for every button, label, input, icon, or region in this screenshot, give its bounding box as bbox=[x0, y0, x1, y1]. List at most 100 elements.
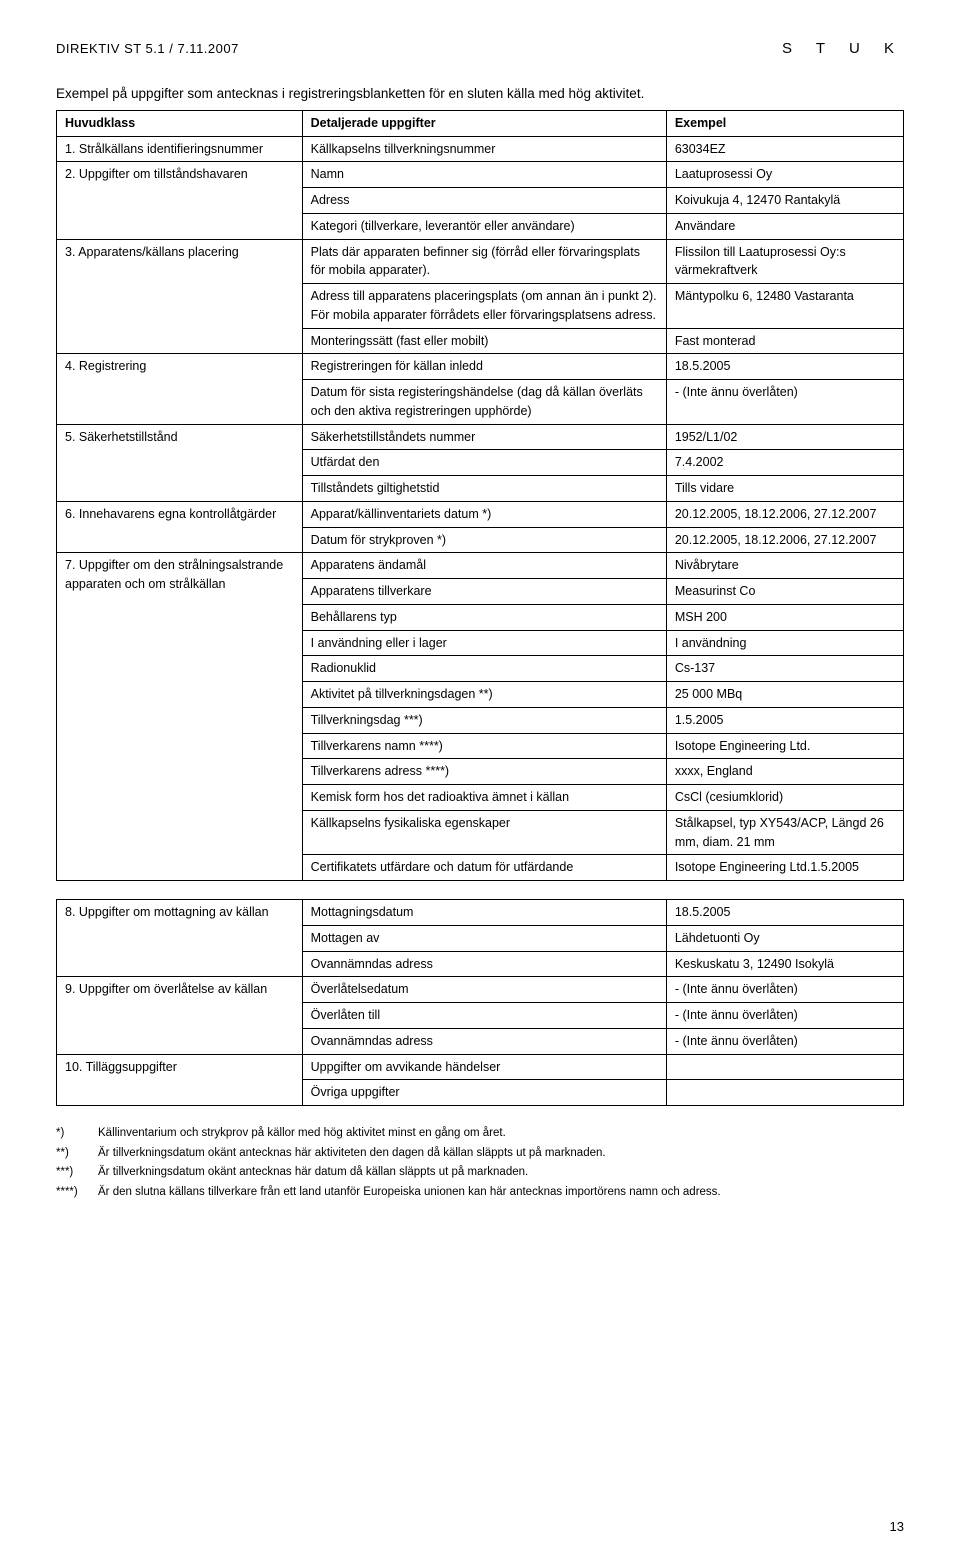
col-header-exempel: Exempel bbox=[666, 110, 903, 136]
cell-huvudklass: 6. Innehavarens egna kontrollåtgärder bbox=[57, 501, 303, 553]
table-row: 8. Uppgifter om mottagning av källanMott… bbox=[57, 900, 904, 926]
cell-exempel: Mäntypolku 6, 12480 Vastaranta bbox=[666, 284, 903, 329]
table-row: 1. Strålkällans identifieringsnummerKäll… bbox=[57, 136, 904, 162]
cell-detaljerade: Registreringen för källan inledd bbox=[302, 354, 666, 380]
cell-detaljerade: Kategori (tillverkare, leverantör eller … bbox=[302, 213, 666, 239]
table-row: 5. SäkerhetstillståndSäkerhetstillstånde… bbox=[57, 424, 904, 450]
intro-text: Exempel på uppgifter som antecknas i reg… bbox=[56, 85, 904, 104]
footnote-text: Är den slutna källans tillverkare från e… bbox=[98, 1183, 721, 1203]
cell-exempel: Cs-137 bbox=[666, 656, 903, 682]
col-header-detaljerade: Detaljerade uppgifter bbox=[302, 110, 666, 136]
cell-detaljerade: Apparat/källinventariets datum *) bbox=[302, 501, 666, 527]
footnote-mark: ***) bbox=[56, 1163, 84, 1183]
cell-exempel: - (Inte ännu överlåten) bbox=[666, 1003, 903, 1029]
cell-exempel: xxxx, England bbox=[666, 759, 903, 785]
cell-detaljerade: Apparatens tillverkare bbox=[302, 579, 666, 605]
cell-detaljerade: Övriga uppgifter bbox=[302, 1080, 666, 1106]
cell-detaljerade: Källkapselns tillverkningsnummer bbox=[302, 136, 666, 162]
table-row: 9. Uppgifter om överlåtelse av källanÖve… bbox=[57, 977, 904, 1003]
cell-detaljerade: Monteringssätt (fast eller mobilt) bbox=[302, 328, 666, 354]
footnote-row: ***) Är tillverkningsdatum okänt anteckna… bbox=[56, 1163, 904, 1183]
cell-huvudklass: 2. Uppgifter om tillståndshavaren bbox=[57, 162, 303, 239]
cell-detaljerade: Aktivitet på tillverkningsdagen **) bbox=[302, 682, 666, 708]
cell-exempel: Nivåbrytare bbox=[666, 553, 903, 579]
cell-exempel: CsCl (cesiumklorid) bbox=[666, 785, 903, 811]
cell-huvudklass: 3. Apparatens/källans placering bbox=[57, 239, 303, 354]
table-header-row: Huvudklass Detaljerade uppgifter Exempel bbox=[57, 110, 904, 136]
stuk-logo: S T U K bbox=[782, 40, 904, 57]
cell-detaljerade: Tillverkarens adress ****) bbox=[302, 759, 666, 785]
main-table: Huvudklass Detaljerade uppgifter Exempel… bbox=[56, 110, 904, 881]
footnote-row: ****) Är den slutna källans tillverkare f… bbox=[56, 1183, 904, 1203]
table-row: 6. Innehavarens egna kontrollåtgärderApp… bbox=[57, 501, 904, 527]
footnote-row: *)Källinventarium och strykprov på källo… bbox=[56, 1124, 904, 1144]
cell-huvudklass: 9. Uppgifter om överlåtelse av källan bbox=[57, 977, 303, 1054]
table-row: 4. RegistreringRegistreringen för källan… bbox=[57, 354, 904, 380]
cell-exempel: Keskuskatu 3, 12490 Isokylä bbox=[666, 951, 903, 977]
footnote-mark: *) bbox=[56, 1124, 84, 1144]
cell-detaljerade: Tillverkningsdag ***) bbox=[302, 707, 666, 733]
cell-huvudklass: 4. Registrering bbox=[57, 354, 303, 424]
cell-exempel: Koivukuja 4, 12470 Rantakylä bbox=[666, 188, 903, 214]
cell-detaljerade: Källkapselns fysikaliska egenskaper bbox=[302, 810, 666, 855]
cell-exempel: 1.5.2005 bbox=[666, 707, 903, 733]
cell-detaljerade: Utfärdat den bbox=[302, 450, 666, 476]
document-page: DIREKTIV ST 5.1 / 7.11.2007 S T U K Exem… bbox=[0, 0, 960, 1558]
cell-exempel: Fast monterad bbox=[666, 328, 903, 354]
cell-detaljerade: Tillståndets giltighetstid bbox=[302, 476, 666, 502]
cell-exempel: - (Inte ännu överlåten) bbox=[666, 380, 903, 425]
cell-exempel: 18.5.2005 bbox=[666, 900, 903, 926]
cell-huvudklass: 7. Uppgifter om den strålningsalstrande … bbox=[57, 553, 303, 881]
cell-exempel: - (Inte ännu överlåten) bbox=[666, 977, 903, 1003]
cell-exempel: 7.4.2002 bbox=[666, 450, 903, 476]
table-row: 3. Apparatens/källans placeringPlats där… bbox=[57, 239, 904, 284]
cell-exempel: Lähdetuonti Oy bbox=[666, 925, 903, 951]
cell-detaljerade: Tillverkarens namn ****) bbox=[302, 733, 666, 759]
cell-exempel: 25 000 MBq bbox=[666, 682, 903, 708]
col-header-huvudklass: Huvudklass bbox=[57, 110, 303, 136]
cell-exempel: 1952/L1/02 bbox=[666, 424, 903, 450]
cell-detaljerade: Uppgifter om avvikande händelser bbox=[302, 1054, 666, 1080]
cell-exempel bbox=[666, 1054, 903, 1080]
cell-exempel: 18.5.2005 bbox=[666, 354, 903, 380]
cell-exempel: Measurinst Co bbox=[666, 579, 903, 605]
doc-code: DIREKTIV ST 5.1 / 7.11.2007 bbox=[56, 41, 239, 56]
table-row: 2. Uppgifter om tillståndshavarenNamnLaa… bbox=[57, 162, 904, 188]
cell-detaljerade: Datum för sista registeringshändelse (da… bbox=[302, 380, 666, 425]
cell-detaljerade: Adress till apparatens placeringsplats (… bbox=[302, 284, 666, 329]
cell-detaljerade: Ovannämndas adress bbox=[302, 1028, 666, 1054]
cell-detaljerade: Namn bbox=[302, 162, 666, 188]
cell-detaljerade: Behållarens typ bbox=[302, 604, 666, 630]
footnote-text: Är tillverkningsdatum okänt antecknas hä… bbox=[98, 1163, 528, 1183]
cell-exempel: MSH 200 bbox=[666, 604, 903, 630]
cell-detaljerade: Säkerhetstillståndets nummer bbox=[302, 424, 666, 450]
cell-detaljerade: Radionuklid bbox=[302, 656, 666, 682]
cell-exempel: I användning bbox=[666, 630, 903, 656]
cell-exempel: 20.12.2005, 18.12.2006, 27.12.2007 bbox=[666, 527, 903, 553]
footnote-mark: **) bbox=[56, 1144, 84, 1164]
cell-exempel: Tills vidare bbox=[666, 476, 903, 502]
cell-detaljerade: Apparatens ändamål bbox=[302, 553, 666, 579]
cell-exempel: Laatuprosessi Oy bbox=[666, 162, 903, 188]
footnote-text: Är tillverkningsdatum okänt antecknas hä… bbox=[98, 1144, 606, 1164]
table-row: 7. Uppgifter om den strålningsalstrande … bbox=[57, 553, 904, 579]
cell-detaljerade: Överlåten till bbox=[302, 1003, 666, 1029]
cell-detaljerade: Mottagen av bbox=[302, 925, 666, 951]
cell-exempel: 63034EZ bbox=[666, 136, 903, 162]
cell-detaljerade: Certifikatets utfärdare och datum för ut… bbox=[302, 855, 666, 881]
cell-huvudklass: 8. Uppgifter om mottagning av källan bbox=[57, 900, 303, 977]
cell-exempel: Isotope Engineering Ltd.1.5.2005 bbox=[666, 855, 903, 881]
cell-exempel: Stålkapsel, typ XY543/ACP, Längd 26 mm, … bbox=[666, 810, 903, 855]
cell-detaljerade: Ovannämndas adress bbox=[302, 951, 666, 977]
cell-exempel: Flissilon till Laatuprosessi Oy:s värmek… bbox=[666, 239, 903, 284]
cell-huvudklass: 1. Strålkällans identifieringsnummer bbox=[57, 136, 303, 162]
cell-detaljerade: Datum för strykproven *) bbox=[302, 527, 666, 553]
cell-exempel: - (Inte ännu överlåten) bbox=[666, 1028, 903, 1054]
cell-huvudklass: 10. Tilläggsuppgifter bbox=[57, 1054, 303, 1106]
cell-detaljerade: I användning eller i lager bbox=[302, 630, 666, 656]
cell-detaljerade: Mottagningsdatum bbox=[302, 900, 666, 926]
footnote-mark: ****) bbox=[56, 1183, 84, 1203]
table-row: 10. TilläggsuppgifterUppgifter om avvika… bbox=[57, 1054, 904, 1080]
secondary-table: 8. Uppgifter om mottagning av källanMott… bbox=[56, 899, 904, 1106]
cell-exempel: 20.12.2005, 18.12.2006, 27.12.2007 bbox=[666, 501, 903, 527]
